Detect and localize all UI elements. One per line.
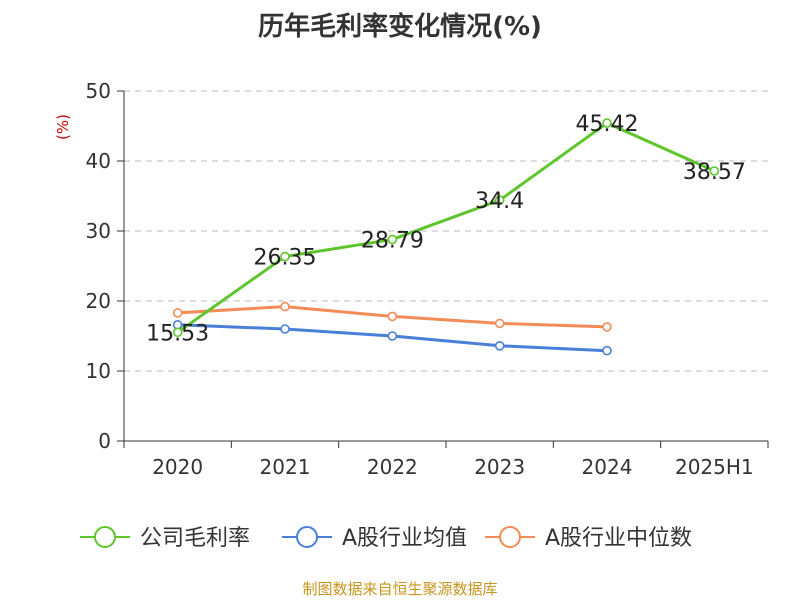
legend-label: 公司毛利率	[140, 526, 250, 551]
data-point	[387, 311, 398, 322]
grid-layer	[124, 90, 768, 372]
data-point	[280, 251, 290, 262]
legend: 公司毛利率 A股行业均值 A股行业中位数	[80, 526, 692, 551]
data-point	[387, 331, 398, 341]
y-tick-label: 10	[86, 359, 111, 383]
legend-label: A股行业中位数	[545, 526, 692, 551]
data-point	[172, 327, 183, 338]
data-label: 26.35	[254, 246, 317, 271]
legend-item: A股行业均值	[282, 526, 467, 551]
data-point	[494, 195, 505, 205]
x-tick-label: 2020	[152, 455, 203, 479]
data-point	[280, 301, 290, 312]
legend-item: 公司毛利率	[80, 526, 250, 551]
data-label-layer: 15.53 26.35 28.79 34.4 45.42 38.57	[146, 112, 746, 346]
data-point	[602, 345, 612, 356]
chart-title: 历年毛利率变化情况(%)	[258, 12, 542, 42]
series-layer	[172, 118, 720, 356]
legend-marker	[499, 526, 521, 548]
data-point	[602, 118, 612, 128]
data-label: 38.57	[683, 160, 746, 185]
y-tick-label: 20	[86, 289, 111, 313]
legend-label: A股行业均值	[342, 526, 467, 551]
x-tick-label: 2024	[582, 455, 633, 479]
y-tick-label: 30	[86, 219, 111, 243]
y-tick-label: 0	[98, 429, 111, 453]
source-note: 制图数据来自恒生聚源数据库	[302, 580, 498, 598]
data-point	[494, 318, 505, 329]
y-tick-label: 50	[86, 79, 111, 103]
data-label: 28.79	[361, 228, 424, 253]
data-label: 45.42	[576, 112, 639, 137]
legend-marker	[296, 526, 318, 548]
data-point	[494, 340, 505, 351]
x-tick-label: 2023	[474, 455, 525, 479]
y-tick-label: 40	[86, 149, 111, 173]
series-line	[176, 121, 715, 334]
x-tick-label: 2021	[260, 455, 311, 479]
y-axis-label: (%)	[54, 114, 72, 140]
data-point	[387, 234, 398, 245]
data-label: 15.53	[146, 321, 209, 346]
legend-marker	[94, 526, 116, 548]
x-tick-label: 2025H1	[675, 455, 754, 479]
data-point	[280, 324, 290, 334]
data-label: 34.4	[475, 189, 524, 214]
axis-layer: 0 10 20 30 40 50 2020 2021 2022 2023 2024 2025H1	[86, 79, 769, 479]
data-point	[602, 322, 612, 332]
data-point	[172, 308, 183, 318]
x-tick-label: 2022	[367, 455, 418, 479]
data-point	[709, 166, 720, 176]
legend-item: A股行业中位数	[485, 526, 692, 551]
